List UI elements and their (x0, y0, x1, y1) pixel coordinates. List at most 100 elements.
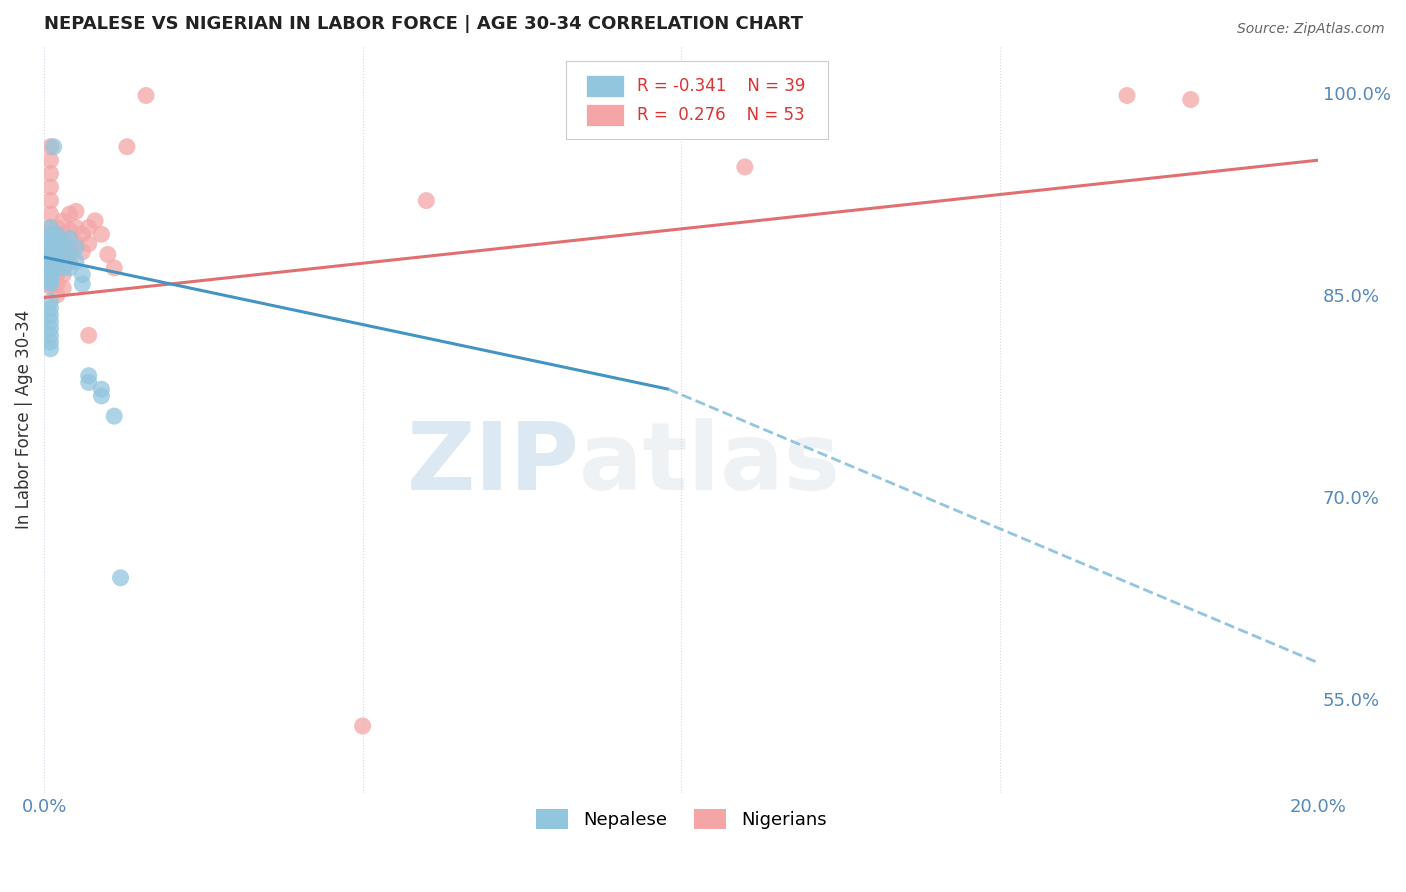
Point (77, 328, 100, 343)
Point (352, 719, 374, 733)
Point (45, 227, 67, 242)
Point (45, 236, 67, 251)
Point (39, 268, 62, 283)
Point (65, 204, 87, 219)
Point (39, 252, 62, 267)
Point (77, 376, 100, 390)
Point (90, 227, 112, 242)
Text: Source: ZipAtlas.com: Source: ZipAtlas.com (1237, 22, 1385, 37)
Point (58, 255, 80, 269)
Point (115, 139, 138, 153)
Point (65, 241, 87, 255)
Legend: Nepalese, Nigerians: Nepalese, Nigerians (529, 801, 834, 837)
Point (42, 139, 65, 153)
Point (39, 230, 62, 244)
Bar (585, 104, 624, 127)
Point (103, 409, 125, 424)
Point (39, 180, 62, 194)
FancyBboxPatch shape (567, 61, 828, 139)
Point (52, 254, 75, 268)
Point (39, 167, 62, 181)
Text: R =  0.276    N = 53: R = 0.276 N = 53 (637, 106, 804, 124)
Point (39, 274, 62, 288)
Point (97, 247, 120, 261)
Point (39, 266, 62, 280)
Point (45, 268, 67, 282)
Point (39, 328, 62, 343)
Point (65, 220, 87, 235)
Point (45, 260, 67, 275)
Point (1116, 88, 1139, 103)
Y-axis label: In Labor Force | Age 30-34: In Labor Force | Age 30-34 (15, 310, 32, 529)
Point (39, 260, 62, 275)
Point (39, 139, 62, 153)
Point (52, 241, 75, 255)
Point (58, 223, 80, 237)
Point (45, 244, 67, 259)
Point (58, 260, 80, 275)
Point (39, 250, 62, 264)
Point (39, 277, 62, 292)
Point (58, 231, 80, 245)
Point (39, 321, 62, 335)
Point (72, 244, 94, 259)
Point (39, 274, 62, 288)
Point (39, 260, 62, 275)
Point (58, 207, 80, 221)
Point (39, 207, 62, 221)
Point (39, 334, 62, 349)
Point (45, 258, 67, 272)
Point (39, 241, 62, 255)
Point (52, 247, 75, 261)
Point (72, 227, 94, 242)
Point (52, 234, 75, 248)
Point (58, 239, 80, 253)
Point (65, 236, 87, 251)
Point (39, 234, 62, 248)
Point (39, 239, 62, 253)
Point (45, 249, 67, 263)
Point (103, 260, 125, 275)
Point (90, 382, 112, 396)
Bar (585, 75, 624, 97)
Point (39, 280, 62, 294)
Point (39, 315, 62, 329)
Point (39, 301, 62, 316)
Point (39, 227, 62, 242)
Point (39, 308, 62, 322)
Point (45, 277, 67, 292)
Point (45, 252, 67, 267)
Point (39, 247, 62, 261)
Point (415, 194, 437, 208)
Point (39, 342, 62, 356)
Point (39, 263, 62, 277)
Point (77, 236, 100, 251)
Point (77, 368, 100, 383)
Point (90, 389, 112, 403)
Text: atlas: atlas (579, 418, 841, 510)
Point (39, 153, 62, 168)
Point (39, 268, 62, 282)
Point (39, 244, 62, 259)
Point (39, 271, 62, 285)
Point (52, 214, 75, 228)
Point (45, 230, 67, 244)
Point (65, 254, 87, 268)
Point (39, 294, 62, 309)
Point (135, 88, 157, 103)
Point (39, 255, 62, 269)
Point (39, 227, 62, 242)
Point (39, 220, 62, 235)
Point (734, 160, 756, 174)
Point (45, 288, 67, 302)
Point (52, 281, 75, 295)
Point (72, 268, 94, 282)
Point (39, 194, 62, 208)
Point (1180, 93, 1202, 107)
Point (45, 239, 67, 253)
Text: NEPALESE VS NIGERIAN IN LABOR FORCE | AGE 30-34 CORRELATION CHART: NEPALESE VS NIGERIAN IN LABOR FORCE | AG… (44, 15, 803, 33)
Text: R = -0.341    N = 39: R = -0.341 N = 39 (637, 77, 804, 95)
Text: ZIP: ZIP (406, 418, 579, 510)
Point (39, 236, 62, 251)
Point (77, 220, 100, 235)
